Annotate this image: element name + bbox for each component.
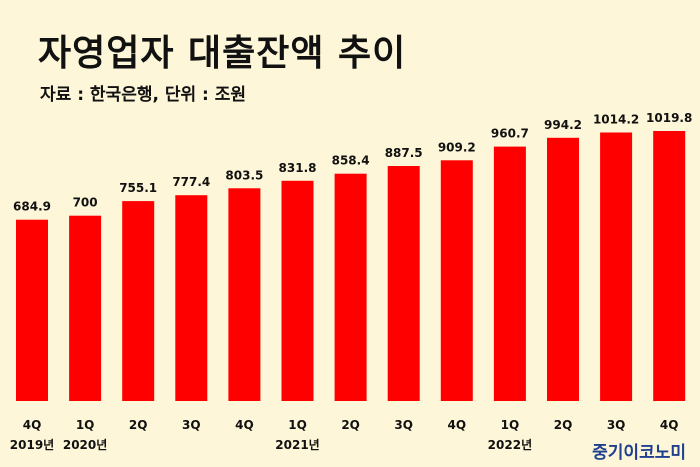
bar-4: [228, 188, 261, 401]
year-label-0: 2019년: [10, 438, 54, 452]
bar-series: [16, 131, 686, 402]
bar-6: [334, 173, 367, 401]
category-label-6: 2Q: [341, 418, 360, 432]
bar-12: [653, 131, 686, 401]
category-label-10: 2Q: [554, 418, 573, 432]
category-label-3: 3Q: [182, 418, 201, 432]
value-label-5: 831.8: [279, 161, 317, 175]
value-label-12: 1019.8: [646, 111, 692, 125]
category-label-4: 4Q: [235, 418, 254, 432]
category-label-8: 4Q: [448, 418, 467, 432]
category-label-1: 1Q: [76, 418, 95, 432]
value-label-8: 909.2: [438, 140, 476, 154]
bar-0: [16, 219, 48, 401]
value-label-7: 887.5: [385, 146, 423, 160]
category-label-7: 3Q: [394, 418, 413, 432]
bar-7: [387, 166, 420, 401]
publisher-watermark: 중기이코노미: [592, 443, 686, 463]
category-label-12: 4Q: [660, 418, 679, 432]
bar-2: [122, 201, 155, 401]
bar-9: [493, 146, 526, 401]
category-label-5: 1Q: [288, 418, 307, 432]
value-label-0: 684.9: [13, 200, 51, 214]
bar-5: [281, 180, 314, 401]
source-note: 자료 : 한국은행, 단위 : 조원: [40, 85, 247, 105]
value-label-6: 858.4: [332, 154, 370, 168]
value-label-2: 755.1: [119, 181, 157, 195]
value-label-11: 1014.2: [593, 113, 639, 127]
value-label-10: 994.2: [544, 118, 582, 132]
bar-1: [69, 215, 102, 401]
bar-11: [600, 132, 633, 401]
year-labels: 2019년 2020년 2021년 2022년: [10, 438, 532, 452]
bar-3: [175, 195, 208, 401]
value-label-1: 700: [73, 196, 98, 210]
value-label-9: 960.7: [491, 127, 529, 141]
bar-8: [440, 160, 473, 401]
category-label-0: 4Q: [23, 418, 42, 432]
value-label-4: 803.5: [225, 168, 263, 182]
year-label-9: 2022년: [488, 438, 532, 452]
value-label-3: 777.4: [172, 175, 210, 189]
bar-10: [547, 137, 579, 402]
year-label-1: 2020년: [63, 438, 107, 452]
category-label-11: 3Q: [607, 418, 626, 432]
value-labels: 684.9 700 755.1 777.4 803.5 831.8 858.4 887.5 90…: [13, 111, 692, 214]
year-label-5: 2021년: [275, 438, 319, 452]
category-label-2: 2Q: [129, 418, 148, 432]
category-label-9: 1Q: [501, 418, 520, 432]
quarter-labels: 4Q 1Q 2Q 3Q 4Q 1Q 2Q 3Q 4Q 1Q 2Q 3Q 4Q: [23, 418, 679, 432]
chart-title: 자영업자 대출잔액 추이: [38, 33, 407, 74]
